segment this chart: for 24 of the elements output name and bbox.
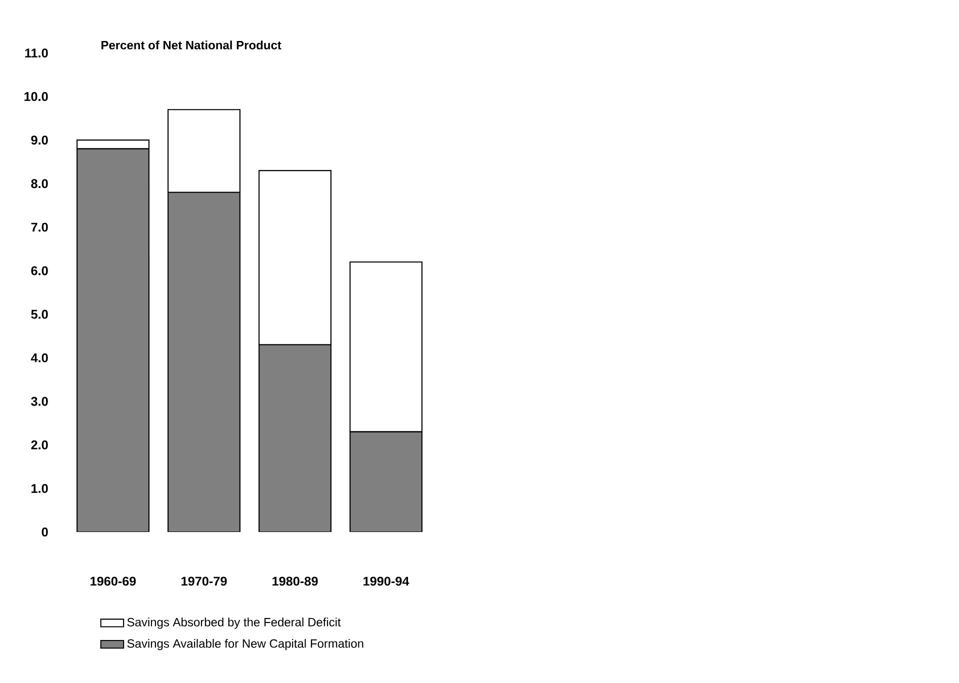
x-tick-label: 1990-94 xyxy=(364,576,410,586)
y-tick-label: 1.0 xyxy=(32,484,48,493)
bar xyxy=(168,192,240,532)
bar xyxy=(258,170,332,346)
y-tick-label: 5.0 xyxy=(31,310,48,319)
bar xyxy=(258,344,332,532)
y-tick-label: 3.0 xyxy=(31,396,48,406)
bar xyxy=(350,431,422,532)
bar xyxy=(76,148,150,532)
y-tick-label: 7.0 xyxy=(31,222,48,232)
y-tick-label: 4.0 xyxy=(30,353,48,362)
y-tick-label: 10.0 xyxy=(24,92,48,102)
x-tick-label: 1980-89 xyxy=(272,576,318,586)
y-tick-label: 9.0 xyxy=(31,136,48,145)
legend-label: Savings Available for New Capital Formation xyxy=(127,638,364,650)
x-tick-label: 1970-79 xyxy=(182,576,227,586)
x-tick-label: 1960-69 xyxy=(90,576,136,586)
y-tick-label: 8.0 xyxy=(31,179,48,188)
y-tick-label: 6.0 xyxy=(31,266,48,276)
y-tick-label: 2.0 xyxy=(31,440,48,450)
chart-title: Percent of Net National Product xyxy=(102,40,282,50)
y-tick-label: 0 xyxy=(42,528,48,536)
legend-label: Savings Absorbed by the Federal Deficit xyxy=(127,618,341,629)
y-tick-label: 11.0 xyxy=(25,48,48,58)
